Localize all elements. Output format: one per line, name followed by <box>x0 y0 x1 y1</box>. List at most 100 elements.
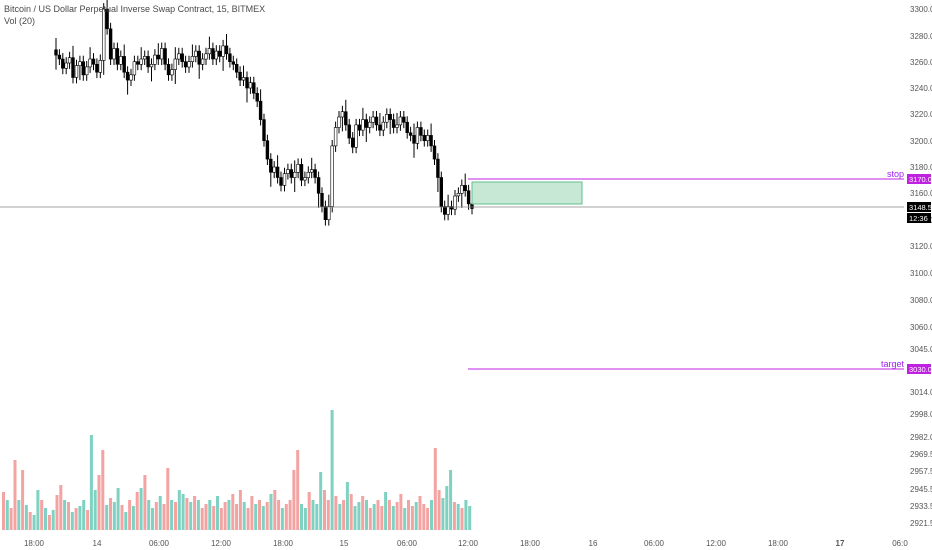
candle-body <box>221 45 225 57</box>
volume-bar <box>296 450 300 530</box>
volume-bar <box>128 500 132 530</box>
volume-bar <box>185 498 189 530</box>
volume-bar <box>361 496 365 530</box>
target-price-tag <box>907 364 931 374</box>
candle-body <box>299 164 304 181</box>
price-tick-label: 2969.5 <box>910 450 932 459</box>
candle-body <box>275 166 280 178</box>
candle-body <box>218 50 222 57</box>
volume-bar <box>368 508 372 530</box>
candle-body <box>81 61 86 76</box>
volume-bar <box>231 494 235 530</box>
volume-bar <box>280 508 284 530</box>
volume-bar <box>109 498 112 530</box>
volume-bar <box>430 500 433 530</box>
countdown-tag <box>907 213 931 223</box>
volume-bar <box>258 500 261 530</box>
candle-body <box>204 53 208 60</box>
candle-body <box>289 169 293 178</box>
volume-bar <box>376 500 380 530</box>
volume-bar <box>116 488 120 530</box>
candle-body <box>194 50 198 57</box>
volume-bar <box>21 470 25 530</box>
price-tick-label: 3160.0 <box>910 189 932 198</box>
candle-body <box>98 60 103 73</box>
volume-bar <box>78 506 82 530</box>
candle-body <box>163 48 167 65</box>
time-tick-label: 12:00 <box>706 539 727 548</box>
volume-bar <box>254 504 258 530</box>
candle-body <box>364 119 368 128</box>
volume-bar <box>36 490 40 530</box>
candle-body <box>292 172 297 178</box>
volume-bar <box>120 505 124 530</box>
price-tick-label: 2945.5 <box>910 485 932 494</box>
candle-body <box>398 116 403 126</box>
volume-bar <box>93 490 97 530</box>
candle-body <box>235 64 239 73</box>
time-tick-label: 12:00 <box>211 539 232 548</box>
candle-body <box>197 50 201 65</box>
candle-body <box>419 127 423 136</box>
candle-body <box>371 116 375 123</box>
candle-body <box>187 61 191 68</box>
last-price-tag-text: 3148.5 <box>909 203 932 212</box>
candle-body <box>88 58 92 68</box>
candle-body <box>425 135 430 141</box>
candle-body <box>361 119 365 131</box>
candle-body <box>279 177 283 186</box>
time-tick-label: 06:00 <box>397 539 418 548</box>
candle-body <box>207 48 212 55</box>
volume-bar <box>105 505 109 530</box>
candle-body <box>95 64 99 73</box>
price-tick-label: 3100.0 <box>910 269 932 278</box>
candle-body <box>313 169 317 178</box>
candle-body <box>238 71 242 81</box>
time-axis[interactable]: 18:00 14 06:00 12:00 18:00 15 06:00 12:00 18:00 1… <box>24 539 908 548</box>
candle-body <box>231 61 235 65</box>
volume-bar <box>2 492 5 530</box>
price-tags: 3170.0 3030.0 3148.5 12:36 <box>907 174 932 374</box>
volume-bar <box>89 435 93 530</box>
volume-bar <box>177 490 181 530</box>
volume-bar <box>101 450 105 530</box>
candle-body <box>296 164 300 173</box>
volume-bar <box>407 500 410 530</box>
time-tick-label: 18:00 <box>520 539 541 548</box>
stop-annotation: stop <box>887 169 904 179</box>
candle-body <box>143 56 147 60</box>
candle-body <box>330 145 334 207</box>
candle-body <box>173 58 177 70</box>
candle-body <box>200 58 205 65</box>
volume-bar <box>315 504 319 530</box>
time-tick-label: 18:00 <box>24 539 45 548</box>
candle-body <box>67 57 72 64</box>
volume-bars <box>2 410 472 530</box>
price-candles <box>54 0 474 226</box>
time-tick-label: 06:00 <box>149 539 170 548</box>
volume-bar <box>323 490 326 530</box>
candle-body <box>108 28 113 60</box>
volume-bar <box>342 500 346 530</box>
price-tick-label: 3280.0 <box>910 32 932 41</box>
candle-body <box>344 111 348 126</box>
candle-body <box>241 77 246 81</box>
price-tick-label: 2921.5 <box>910 519 932 528</box>
volume-bar <box>242 502 246 530</box>
candle-body <box>105 8 109 30</box>
volume-bar <box>55 495 59 530</box>
volume-bar <box>216 496 219 530</box>
time-tick-label: 16 <box>589 539 598 548</box>
volume-bar <box>124 512 128 530</box>
candle-body <box>357 124 362 131</box>
candle-body <box>272 166 276 173</box>
price-axis[interactable]: 3300.0 3280.0 3260.0 3240.0 3220.0 3200.0 3180… <box>910 5 932 528</box>
candle-body <box>91 58 96 65</box>
target-zone-box[interactable] <box>471 181 583 205</box>
candle-body <box>429 135 433 147</box>
volume-bar <box>70 512 74 530</box>
chart-title: Bitcoin / US Dollar Perpetual Inverse Sw… <box>4 4 266 14</box>
volume-bar <box>212 506 216 530</box>
volume-bar <box>292 470 296 530</box>
